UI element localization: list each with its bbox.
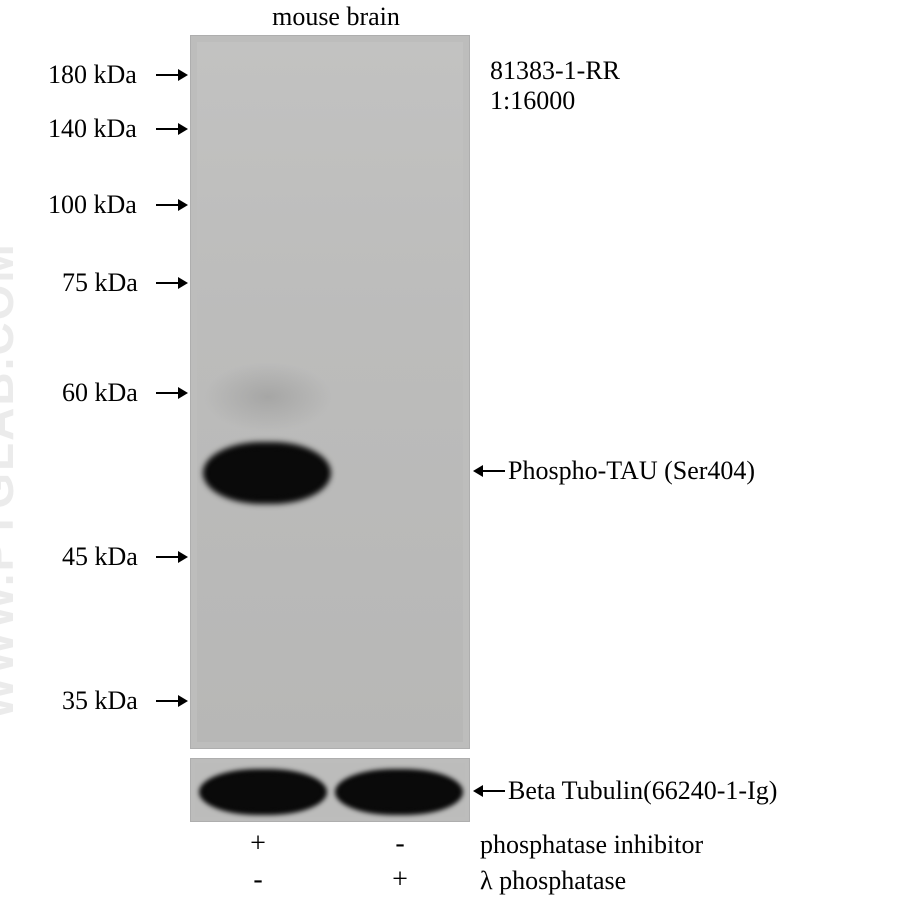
beta-tubulin-band-lane2-core	[341, 775, 457, 809]
mw-label-180: 180 kDa	[48, 60, 137, 90]
sample-label: mouse brain	[256, 2, 416, 32]
loading-control-label: Beta Tubulin(66240-1-Ig)	[508, 776, 777, 806]
faint-smear	[203, 362, 333, 432]
mw-arrow-icon	[156, 556, 186, 558]
mw-arrow-icon	[156, 74, 186, 76]
treatment-lane2-row1: -	[370, 828, 430, 860]
treatment-lane2-row2: +	[370, 864, 430, 896]
band-arrow-icon	[475, 470, 505, 472]
target-band-label: Phospho-TAU (Ser404)	[508, 456, 755, 486]
band-arrow-icon	[475, 790, 505, 792]
antibody-catalog: 81383-1-RR	[490, 56, 620, 86]
main-blot-membrane	[197, 42, 463, 742]
mw-label-35: 35 kDa	[62, 686, 138, 716]
beta-tubulin-band-lane1-core	[205, 775, 321, 809]
mw-label-100: 100 kDa	[48, 190, 137, 220]
treatment-lane1-row2: -	[228, 864, 288, 896]
mw-label-45: 45 kDa	[62, 542, 138, 572]
loading-control-blot	[190, 758, 470, 822]
phospho-tau-band-core	[209, 450, 325, 496]
loading-control-membrane	[195, 763, 465, 817]
mw-label-140: 140 kDa	[48, 114, 137, 144]
mw-arrow-icon	[156, 392, 186, 394]
watermark-text: WWW.PTGLAB.COM	[0, 242, 24, 720]
mw-arrow-icon	[156, 282, 186, 284]
mw-label-60: 60 kDa	[62, 378, 138, 408]
antibody-dilution: 1:16000	[490, 86, 575, 116]
mw-arrow-icon	[156, 700, 186, 702]
main-blot	[190, 35, 470, 749]
treatment-label-row2: λ phosphatase	[480, 866, 626, 896]
mw-arrow-icon	[156, 204, 186, 206]
treatment-label-row1: phosphatase inhibitor	[480, 830, 703, 860]
mw-label-75: 75 kDa	[62, 268, 138, 298]
treatment-lane1-row1: +	[228, 828, 288, 860]
mw-arrow-icon	[156, 128, 186, 130]
figure-container: WWW.PTGLAB.COM mouse brain 180 kDa 140 k…	[0, 0, 900, 903]
